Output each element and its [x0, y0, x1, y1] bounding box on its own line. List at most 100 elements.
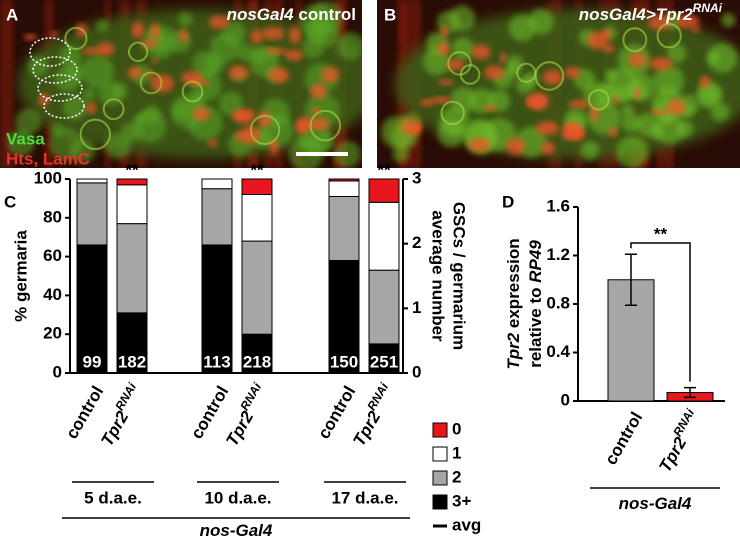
green-cell	[59, 45, 82, 68]
green-cell	[69, 137, 96, 164]
red-spot	[207, 139, 218, 147]
red-spot	[484, 65, 505, 80]
nuclear-ring	[587, 88, 610, 111]
bar-segment	[241, 333, 273, 374]
nuclear-ring	[249, 114, 281, 146]
red-spot	[526, 96, 534, 107]
text-run: nosGal4>Tpr2	[579, 5, 693, 24]
red-spot	[699, 75, 711, 89]
red-spot	[310, 83, 327, 99]
bar-segment	[368, 178, 400, 203]
micrograph-b	[377, 0, 740, 168]
legend-label: 0	[452, 419, 461, 438]
bar-segment	[76, 244, 108, 374]
bar-segment	[76, 178, 108, 184]
bar-segment	[368, 201, 400, 271]
red-spot	[436, 41, 450, 56]
red-spot	[23, 34, 37, 41]
nuclear-ring	[64, 26, 88, 51]
red-spot	[471, 44, 491, 60]
nuclear-ring	[309, 109, 342, 142]
red-spot	[446, 59, 465, 71]
bar-segment	[368, 343, 400, 374]
bar-segment	[241, 240, 273, 335]
nuclear-ring	[139, 71, 163, 95]
gsc-outline	[32, 56, 78, 84]
red-spot	[261, 27, 285, 40]
y-tick-label: 1.6	[546, 196, 570, 215]
y-axis-label: % germaria	[11, 230, 30, 322]
text-run: Tpr2	[98, 408, 133, 450]
bar-segment	[328, 259, 360, 374]
green-cell	[695, 81, 723, 109]
significance: **	[654, 224, 668, 243]
green-cell	[580, 140, 600, 160]
significance: **	[125, 160, 139, 179]
text-run: Tpr2	[504, 332, 523, 369]
red-spot	[97, 42, 115, 56]
y-tick-label: 0	[561, 390, 570, 409]
green-cell	[134, 113, 147, 127]
green-cell	[710, 102, 730, 122]
green-cell	[707, 43, 738, 74]
x-tick-label: control	[314, 383, 359, 442]
bar-segment	[328, 180, 360, 197]
red-spot	[180, 71, 203, 84]
green-cell	[667, 43, 687, 64]
group-label: nos-Gal4	[200, 521, 273, 540]
micrograph-a	[0, 0, 362, 168]
group-label: nos-Gal4	[619, 494, 692, 513]
red-spot	[131, 22, 145, 39]
green-cell	[676, 120, 694, 138]
group-label: 10 d.a.e.	[204, 488, 271, 507]
red-spot	[295, 119, 308, 134]
bar-segment	[328, 195, 360, 261]
y-tick-label: 100	[34, 168, 62, 187]
legend-swatch	[432, 470, 448, 486]
green-cell	[299, 3, 334, 37]
nuclear-ring	[127, 41, 149, 62]
green-cell	[301, 135, 318, 152]
bar-segment	[241, 194, 273, 242]
red-spot	[691, 26, 701, 33]
green-cell	[436, 10, 461, 35]
red-spot	[127, 66, 143, 79]
text-run: RNAi	[112, 380, 139, 413]
green-cell	[96, 19, 109, 32]
red-spot	[438, 79, 454, 86]
y-tick-label: 0.8	[546, 293, 570, 312]
stain-label: Vasa	[6, 129, 45, 148]
nuclear-ring	[102, 98, 125, 121]
text-run: nos-Gal4	[619, 494, 692, 513]
red-spot	[542, 69, 563, 85]
red-spot	[321, 67, 340, 83]
red-spot	[289, 26, 301, 44]
red-spot	[284, 49, 304, 61]
error-bar	[625, 253, 637, 306]
x-tick-label: Tpr2RNAi	[652, 406, 706, 476]
red-spot	[250, 29, 263, 44]
green-cell	[650, 125, 665, 140]
text-run: RNAi	[237, 380, 264, 413]
red-spot	[85, 102, 97, 114]
legend-swatch	[432, 446, 448, 462]
green-cell	[337, 32, 362, 60]
red-spot	[50, 31, 59, 38]
image-title: nosGal4>Tpr2RNAi	[579, 1, 723, 24]
count-label: 182	[118, 352, 146, 371]
text-run: nos-Gal4	[200, 521, 273, 540]
legend-label: 2	[452, 467, 461, 486]
y-tick-label: 0.4	[546, 342, 570, 361]
y-tick-label: 80	[43, 207, 62, 226]
nuclear-ring	[79, 118, 112, 151]
green-cell	[54, 65, 82, 93]
nuclear-ring	[656, 23, 682, 49]
red-spot	[38, 93, 49, 107]
nuclear-ring	[622, 27, 648, 53]
image-title: nosGal4 control	[227, 5, 356, 24]
bar-segment	[368, 269, 400, 345]
red-spot	[178, 29, 189, 43]
text-run: RNAi	[693, 1, 723, 15]
red-spot	[628, 52, 646, 68]
red-streak	[0, 0, 14, 168]
